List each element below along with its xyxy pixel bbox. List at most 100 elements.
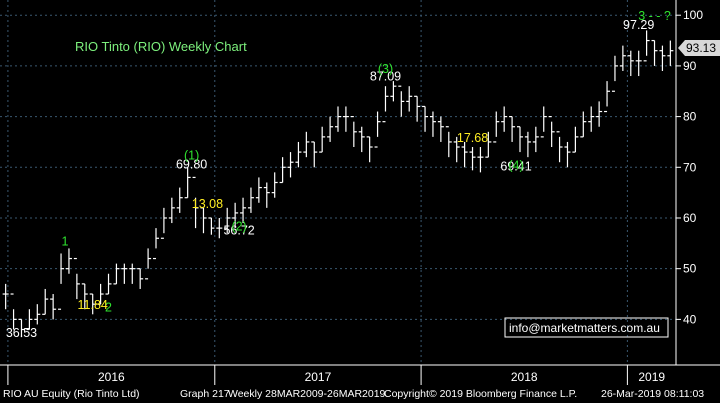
y-tick-label: 80: [683, 110, 697, 124]
ohlc-bar: [2, 283, 9, 310]
wave-label: (1): [184, 148, 199, 162]
price-label: 69.80: [176, 157, 207, 171]
price-label: 97.29: [623, 18, 654, 32]
ohlc-bar: [137, 268, 144, 289]
ohlc-bar: [398, 85, 405, 117]
ohlc-bars: [2, 30, 674, 338]
y-tick-label: 40: [683, 312, 697, 326]
ohlc-bar: [168, 197, 175, 224]
ohlc-bar: [113, 263, 120, 285]
ohlc-bar: [255, 177, 262, 203]
ohlc-bar: [390, 81, 397, 102]
grid: [0, 0, 676, 365]
wave-label: (3): [378, 62, 393, 76]
ohlc-bar: [556, 131, 563, 163]
ohlc-bar: [145, 248, 152, 280]
ohlc-bar: [509, 115, 516, 142]
ohlc-bar: [517, 126, 523, 153]
wave-label: 1: [62, 234, 69, 248]
measure-label: 13.08: [192, 197, 223, 211]
ohlc-bar: [42, 288, 49, 315]
y-tick-label: 100: [683, 8, 703, 22]
wave-label: (2): [231, 219, 246, 233]
footer-graph: Graph 217: [180, 388, 230, 400]
chart-background: [0, 0, 720, 385]
measure-label: 11.84: [78, 298, 108, 312]
wave-label: 2: [105, 300, 112, 314]
ohlc-bar: [548, 115, 555, 148]
ohlc-bar: [358, 126, 365, 153]
ohlc-bar: [477, 147, 484, 173]
ohlc-bar: [263, 182, 270, 208]
ohlc-bar: [97, 283, 104, 305]
ohlc-bar: [564, 141, 571, 168]
ohlc-bar: [382, 86, 389, 123]
ohlc-bar: [461, 141, 468, 168]
ohlc-bar: [121, 263, 128, 284]
ohlc-bar: [469, 147, 476, 171]
ohlc-bar: [81, 283, 88, 310]
ohlc-bar: [303, 131, 310, 158]
footer-timestamp: 26-Mar-2019 08:11:03: [601, 388, 705, 400]
ohlc-bar: [572, 126, 579, 153]
measure-label: 17.68: [457, 131, 488, 145]
ohlc-bar: [429, 111, 436, 137]
ohlc-bar: [335, 106, 341, 132]
ohlc-bar: [247, 187, 254, 213]
ohlc-bar: [319, 126, 326, 153]
ohlc-bar: [105, 273, 112, 295]
ohlc-bar: [611, 55, 618, 92]
ohlc-bar: [635, 50, 642, 77]
footer-range: Weekly 28MAR2009-26MAR2019: [228, 388, 386, 400]
footer-copyright: Copyright© 2019 Bloomberg Finance L.P.: [384, 388, 578, 400]
price-label: 87.09: [370, 70, 401, 84]
ohlc-bar: [295, 141, 302, 168]
ohlc-bar: [176, 187, 183, 213]
ohlc-bar: [279, 157, 286, 184]
ohlc-bar: [524, 131, 531, 158]
y-tick-label: 70: [683, 160, 697, 174]
ohlc-bar: [532, 126, 539, 153]
ohlc-bar: [493, 111, 500, 143]
annotations: 36.53 69.80 56.72 87.09 69.41 97.29 1 2 (1) (2) (3…: [6, 9, 671, 340]
ohlc-bar: [350, 115, 357, 148]
price-label: 69.41: [500, 159, 531, 173]
ohlc-bar: [65, 248, 72, 274]
footer-security: RIO AU Equity (Rio Tinto Ltd): [3, 388, 140, 400]
y-tick-label: 60: [683, 211, 697, 225]
ohlc-bar: [406, 86, 413, 112]
ohlc-bar: [651, 39, 658, 66]
x-tick-label: 2018: [511, 370, 538, 384]
ohlc-bar: [240, 197, 247, 224]
ohlc-bar: [73, 257, 80, 300]
ohlc-bar: [224, 207, 231, 234]
ohlc-bar: [414, 95, 421, 122]
price-chart: 40 50 60 70 80 90 100 2016 2017 2018 2019 36.53 69.…: [0, 0, 720, 385]
ohlc-bar: [580, 111, 587, 138]
x-tick-label: 2016: [98, 370, 125, 384]
ohlc-bar: [596, 101, 603, 127]
last-price-value: 93.13: [686, 41, 716, 55]
ohlc-bar: [437, 116, 444, 142]
x-tick-label: 2019: [638, 370, 665, 384]
ohlc-bar: [200, 207, 207, 234]
ohlc-bar: [453, 136, 460, 163]
price-label: 56.72: [223, 224, 254, 238]
ohlc-bar: [287, 152, 294, 178]
ohlc-bar: [342, 106, 349, 132]
ohlc-bar: [374, 111, 381, 148]
ohlc-bar: [26, 309, 33, 331]
ohlc-bar: [588, 106, 595, 132]
ohlc-bar: [604, 81, 611, 113]
ohlc-bar: [34, 304, 41, 325]
last-price-tag: 93.13: [678, 40, 720, 56]
ohlc-bar: [160, 207, 167, 239]
ohlc-bar: [208, 217, 215, 235]
ohlc-bar: [659, 45, 666, 71]
ohlc-bar: [667, 40, 674, 66]
x-tick-label: 2017: [305, 370, 332, 384]
ohlc-bar: [89, 293, 96, 315]
ohlc-bar: [311, 141, 318, 168]
ohlc-bar: [192, 176, 199, 229]
ohlc-bar: [58, 253, 65, 310]
